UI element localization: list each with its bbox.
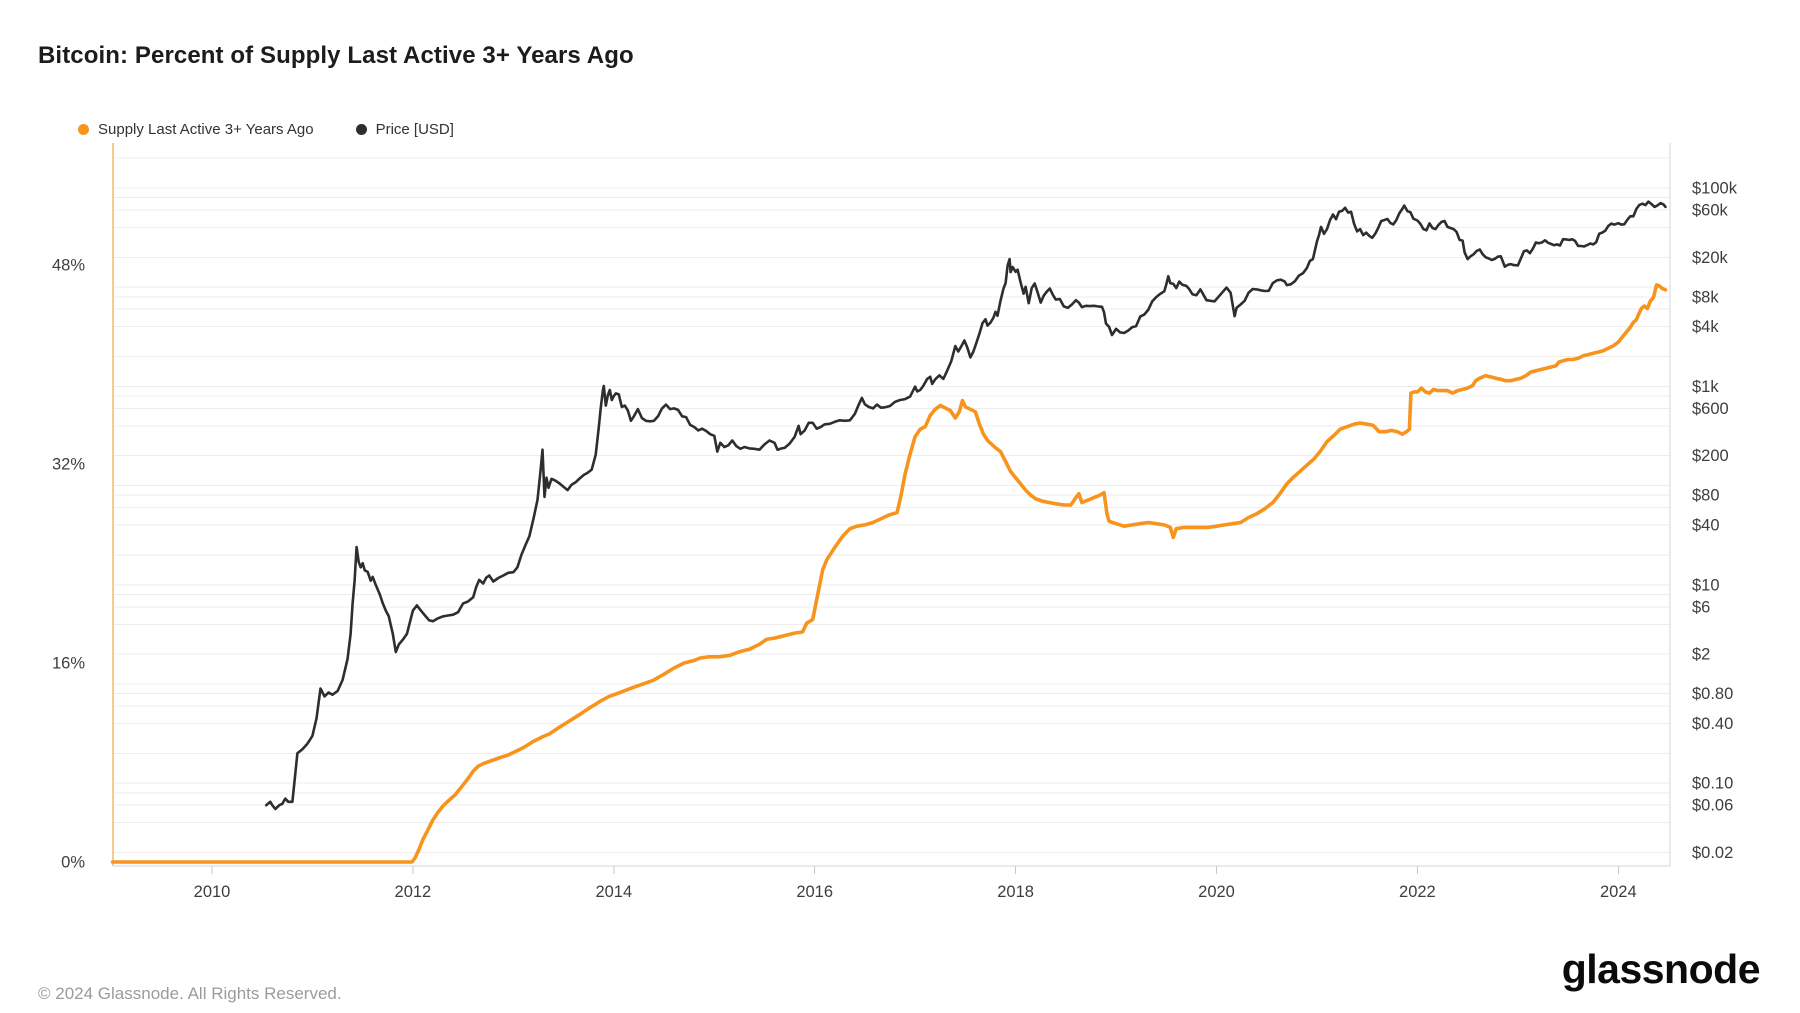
- right-axis-label: $600: [1692, 400, 1729, 418]
- right-axis-label: $10: [1692, 576, 1720, 594]
- left-axis-label: 16%: [52, 655, 85, 673]
- right-axis-label: $200: [1692, 447, 1729, 465]
- legend-label-supply: Supply Last Active 3+ Years Ago: [98, 121, 314, 138]
- price-line: [264, 200, 1667, 811]
- x-axis-label: 2016: [796, 883, 833, 901]
- right-axis-label: $80: [1692, 487, 1720, 505]
- right-axis-label: $2: [1692, 646, 1710, 664]
- right-axis-label: $100k: [1692, 180, 1738, 198]
- right-axis-label: $0.10: [1692, 775, 1733, 793]
- supply-series-dot-icon: [78, 124, 89, 135]
- right-axis-label: $20k: [1692, 249, 1729, 267]
- right-axis-label: $60k: [1692, 202, 1729, 220]
- x-axis-label: 2014: [595, 883, 632, 901]
- legend: Supply Last Active 3+ Years Ago Price [U…: [78, 121, 454, 138]
- right-axis-label: $0.80: [1692, 685, 1733, 703]
- legend-item-price[interactable]: Price [USD]: [355, 121, 454, 138]
- right-axis-label: $40: [1692, 517, 1720, 535]
- x-axis-label: 2018: [997, 883, 1034, 901]
- legend-label-price: Price [USD]: [375, 121, 454, 138]
- x-axis-label: 2010: [194, 883, 231, 901]
- right-axis-label: $4k: [1692, 318, 1719, 336]
- left-axis-label: 32%: [52, 456, 85, 474]
- price-series-dot-icon: [355, 124, 367, 135]
- copyright-text: © 2024 Glassnode. All Rights Reserved.: [38, 984, 342, 1003]
- right-axis-label: $0.06: [1692, 797, 1733, 815]
- legend-item-supply[interactable]: Supply Last Active 3+ Years Ago: [78, 121, 314, 138]
- x-axis-label: 2022: [1399, 883, 1436, 901]
- x-axis-label: 2024: [1600, 883, 1637, 901]
- right-axis-label: $8k: [1692, 288, 1719, 306]
- x-axis-label: 2012: [395, 883, 432, 901]
- right-axis-label: $0.02: [1692, 844, 1733, 862]
- supply-line: [110, 283, 1668, 864]
- right-axis-label: $1k: [1692, 378, 1719, 396]
- left-axis-label: 0%: [61, 854, 85, 872]
- right-axis-label: $6: [1692, 598, 1710, 616]
- right-axis-label: $0.40: [1692, 715, 1733, 733]
- left-axis-label: 48%: [52, 257, 85, 275]
- x-axis-label: 2020: [1198, 883, 1235, 901]
- chart-title: Bitcoin: Percent of Supply Last Active 3…: [38, 42, 634, 69]
- glassnode-logo: glassnode: [1561, 946, 1761, 992]
